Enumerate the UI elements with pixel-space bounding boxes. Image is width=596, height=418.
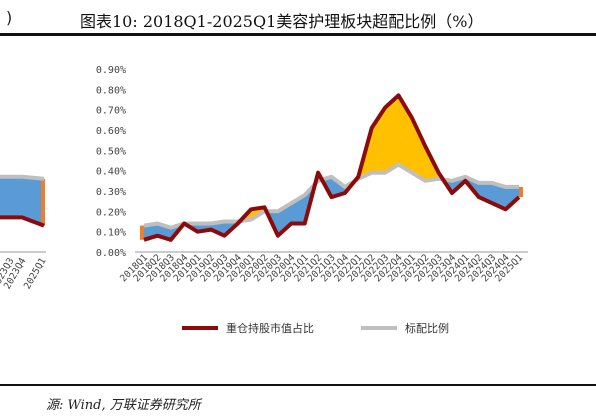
x-axis: 2018Q12018Q22018Q32018Q42019Q12019Q22019… bbox=[118, 252, 525, 284]
legend-label-heavy-holdings: 重仓持股市值占比 bbox=[226, 321, 314, 335]
y-tick-label: 0.80% bbox=[96, 85, 126, 96]
main-chart: 0.00% 0.10% 0.20% 0.30% 0.40% 0.50% 0.60% 0.70%… bbox=[96, 65, 528, 335]
footer-rule bbox=[0, 384, 596, 386]
y-axis: 0.00% 0.10% 0.20% 0.30% 0.40% 0.50% 0.60% 0.70%… bbox=[96, 65, 528, 259]
y-tick-label: 0.20% bbox=[96, 207, 126, 218]
benchmark-weight-line bbox=[143, 162, 519, 230]
heavy-holdings-share-line bbox=[143, 93, 521, 242]
header-rule bbox=[0, 33, 596, 36]
y-tick-label: 0.50% bbox=[96, 146, 126, 157]
legend-label-benchmark: 标配比例 bbox=[405, 321, 449, 335]
source-note: 源: Wind, 万联证券研究所 bbox=[46, 398, 201, 413]
y-tick-label: 0.10% bbox=[96, 228, 126, 239]
series-lines bbox=[143, 93, 521, 242]
y-tick-label: 0.60% bbox=[96, 126, 126, 137]
figure-title: 图表10: 2018Q1-2025Q1美容护理板块超配比例（%） bbox=[80, 12, 484, 31]
legend: 重仓持股市值占比 标配比例 bbox=[182, 321, 449, 335]
y-tick-label: 0.30% bbox=[96, 187, 126, 198]
partial-right-edge-band bbox=[41, 178, 45, 226]
partial-benchmark-line bbox=[0, 174, 45, 181]
previous-figure-fragment: ) bbox=[6, 8, 13, 27]
right-edge-band bbox=[519, 186, 523, 198]
y-tick-label: 0.00% bbox=[96, 248, 126, 259]
figure-header: ) 图表10: 2018Q1-2025Q1美容护理板块超配比例（%） bbox=[0, 0, 596, 36]
partial-heavy-holdings-line bbox=[0, 215, 45, 228]
y-tick-label: 0.70% bbox=[96, 106, 126, 117]
y-tick-label: 0.40% bbox=[96, 167, 126, 178]
y-tick-label: 0.90% bbox=[96, 65, 126, 76]
deviation-fills bbox=[140, 94, 523, 241]
left-edge-band bbox=[140, 225, 144, 240]
partial-underweight-fill bbox=[0, 176, 44, 226]
